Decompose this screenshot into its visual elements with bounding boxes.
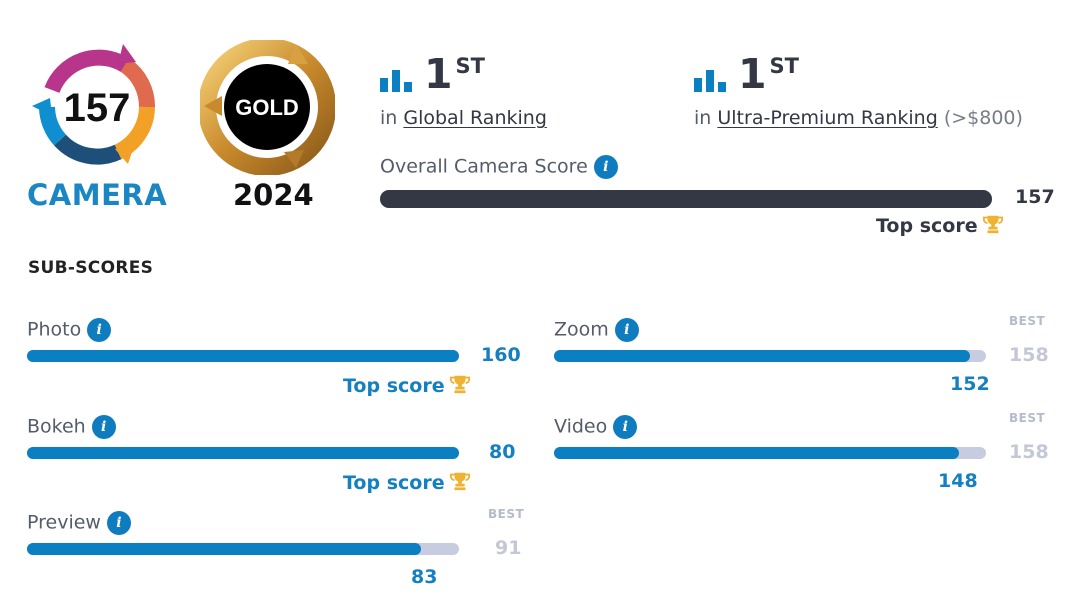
price-range-note: (>$800) bbox=[943, 107, 1023, 129]
badge-score-text: 157 bbox=[64, 86, 131, 130]
info-icon[interactable]: i bbox=[106, 511, 131, 535]
subscore-label: Bokeh bbox=[27, 415, 86, 438]
overall-score-bar bbox=[380, 190, 992, 208]
global-ranking: 1 ST in Global Ranking bbox=[380, 42, 547, 129]
top-score-label: Top score bbox=[343, 373, 471, 397]
subscore-bar bbox=[27, 350, 459, 362]
subscore-bokeh: Bokeh i 80 Top score bbox=[27, 415, 517, 505]
subscore-bar bbox=[554, 350, 986, 362]
badge-award-text: GOLD bbox=[235, 95, 299, 120]
overall-score-label: Overall Camera Score i bbox=[380, 155, 618, 179]
overall-score-fill bbox=[380, 190, 992, 208]
gold-award-badge: GOLD bbox=[200, 40, 335, 175]
best-label: BEST bbox=[1009, 411, 1046, 425]
award-year: 2024 bbox=[233, 178, 314, 212]
ranking-bars-icon bbox=[694, 70, 726, 92]
subscore-label: Zoom bbox=[554, 318, 609, 341]
best-value: 158 bbox=[1009, 441, 1049, 463]
subscore-value: 83 bbox=[411, 566, 438, 588]
ranking-suffix: ST bbox=[769, 54, 799, 78]
info-icon[interactable]: i bbox=[87, 318, 112, 342]
subscore-value: 148 bbox=[938, 470, 978, 492]
ultra-premium-ranking-link[interactable]: Ultra-Premium Ranking bbox=[717, 107, 938, 129]
best-value: 91 bbox=[495, 537, 522, 559]
trophy-icon bbox=[449, 375, 470, 394]
trophy-icon bbox=[982, 215, 1003, 234]
subscore-preview: Preview i BEST 91 83 bbox=[27, 507, 524, 601]
subscore-bar bbox=[27, 447, 459, 459]
ranking-position: 1 bbox=[738, 50, 767, 98]
ranking-prefix: in bbox=[694, 107, 712, 129]
best-value: 158 bbox=[1009, 344, 1049, 366]
overall-score-value: 157 bbox=[1015, 186, 1055, 208]
best-label: BEST bbox=[1009, 314, 1046, 328]
subscore-label: Video bbox=[554, 415, 608, 438]
ranking-prefix: in bbox=[380, 107, 398, 129]
subscore-bar bbox=[554, 447, 986, 459]
info-icon[interactable]: i bbox=[593, 155, 618, 179]
subscore-fill bbox=[27, 350, 459, 362]
camera-category-label: CAMERA bbox=[27, 178, 168, 212]
info-icon[interactable]: i bbox=[613, 415, 638, 439]
subscore-zoom: Zoom i BEST 158 152 bbox=[554, 314, 1049, 408]
ranking-bars-icon bbox=[380, 70, 412, 92]
subscore-fill bbox=[27, 447, 459, 459]
subscore-fill bbox=[554, 350, 970, 362]
subscore-bar bbox=[27, 543, 459, 555]
info-icon[interactable]: i bbox=[91, 415, 116, 439]
subscore-label: Photo bbox=[27, 318, 82, 341]
subscore-fill bbox=[554, 447, 959, 459]
camera-score-badge: 157 bbox=[32, 44, 156, 165]
ranking-position: 1 bbox=[424, 50, 453, 98]
top-score-label: Top score bbox=[343, 470, 471, 494]
subscore-photo: Photo i 160 Top score bbox=[27, 318, 521, 408]
ultra-premium-ranking: 1 ST in Ultra-Premium Ranking (>$800) bbox=[694, 42, 1023, 129]
overall-score-text: Overall Camera Score bbox=[380, 155, 588, 178]
subscore-video: Video i BEST 158 148 bbox=[554, 411, 1049, 505]
subscores-heading: SUB-SCORES bbox=[28, 258, 154, 278]
subscore-value: 160 bbox=[481, 344, 521, 366]
overall-top-score: Top score bbox=[876, 213, 1004, 237]
ranking-suffix: ST bbox=[455, 54, 485, 78]
info-icon[interactable]: i bbox=[614, 318, 639, 342]
global-ranking-link[interactable]: Global Ranking bbox=[403, 107, 547, 129]
subscore-value: 80 bbox=[489, 441, 516, 463]
top-score-text: Top score bbox=[876, 215, 978, 237]
best-label: BEST bbox=[488, 507, 525, 521]
subscore-fill bbox=[27, 543, 421, 555]
subscore-label: Preview bbox=[27, 511, 101, 534]
subscore-value: 152 bbox=[950, 373, 990, 395]
trophy-icon bbox=[449, 472, 470, 491]
